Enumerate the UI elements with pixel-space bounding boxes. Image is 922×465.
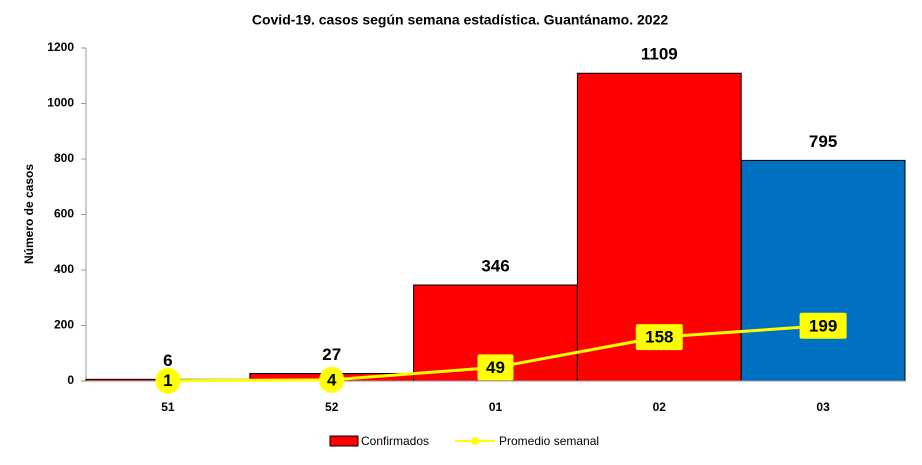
line-value-label: 4 [327,370,337,389]
legend-swatch [329,435,359,447]
bar [740,159,906,382]
bar-value-label: 27 [322,345,341,364]
line-label-box [477,354,514,381]
line-label-box [799,312,847,339]
y-tick-label: 600 [54,207,74,221]
line-value-label: 49 [486,358,505,377]
line-label-box [155,367,181,394]
bar-value-label: 795 [809,132,837,151]
legend-label: Confirmados [361,434,429,448]
line-label-box [319,366,345,393]
line-value-label: 158 [645,328,673,347]
legend-label: Promedio semanal [499,434,599,448]
chart-title: Covid-19. casos según semana estadística… [252,12,668,28]
line-value-label: 1 [163,371,172,390]
x-tick-label: 51 [161,400,175,414]
y-tick-label: 800 [54,151,74,165]
y-tick-label: 400 [54,262,74,276]
y-tick-label: 200 [54,318,74,332]
y-tick-label: 0 [67,373,74,387]
y-axis-label: Número de casos [22,164,36,264]
legend-swatch [471,437,479,445]
bar-value-label: 6 [163,351,172,370]
x-tick-label: 52 [325,400,339,414]
bar-value-label: 346 [481,256,509,275]
line-label-box [635,324,683,351]
x-tick-label: 01 [489,400,503,414]
line-value-label: 199 [809,316,837,335]
bar-value-label: 1109 [641,45,678,64]
x-tick-label: 02 [653,400,667,414]
y-tick-label: 1200 [47,40,74,54]
x-tick-label: 03 [816,400,830,414]
y-tick-label: 1000 [47,96,74,110]
